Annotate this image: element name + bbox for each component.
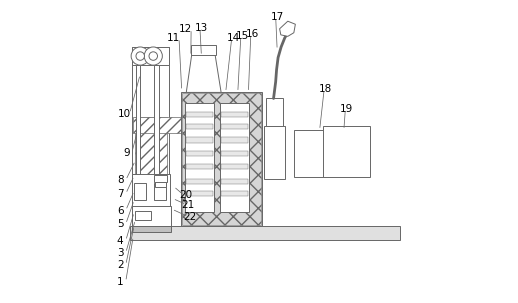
Text: 11: 11: [167, 33, 180, 43]
Text: 2: 2: [117, 260, 123, 270]
Bar: [186, 137, 213, 143]
Text: 19: 19: [340, 104, 353, 114]
Bar: [186, 151, 213, 156]
Text: 21: 21: [181, 199, 194, 210]
Circle shape: [144, 47, 162, 65]
Bar: [186, 179, 213, 184]
Bar: [130, 226, 400, 240]
Text: 7: 7: [117, 189, 123, 199]
Text: 16: 16: [246, 29, 259, 39]
Text: 20: 20: [179, 190, 192, 201]
Text: 5: 5: [117, 219, 123, 229]
Bar: [221, 164, 248, 169]
Text: 14: 14: [226, 33, 240, 43]
Bar: [186, 124, 213, 129]
Bar: [221, 124, 248, 129]
Text: 18: 18: [319, 84, 332, 95]
Bar: [221, 191, 248, 196]
Text: 10: 10: [118, 108, 131, 119]
Bar: [191, 45, 217, 55]
Text: 3: 3: [117, 248, 123, 258]
Bar: [323, 126, 370, 177]
Text: 12: 12: [179, 24, 192, 34]
Text: 9: 9: [123, 148, 130, 158]
Bar: [186, 191, 213, 196]
Text: 8: 8: [117, 175, 123, 185]
Bar: [221, 137, 248, 143]
Bar: [132, 174, 170, 226]
Bar: [154, 65, 159, 226]
Bar: [154, 175, 167, 182]
Bar: [132, 47, 169, 65]
Text: 22: 22: [183, 211, 196, 222]
Bar: [266, 98, 283, 126]
Text: 17: 17: [270, 12, 284, 22]
Text: 6: 6: [117, 205, 123, 216]
Bar: [135, 211, 151, 220]
Bar: [294, 130, 324, 177]
Bar: [136, 65, 140, 226]
Polygon shape: [186, 55, 221, 92]
Bar: [132, 226, 171, 232]
Circle shape: [149, 52, 157, 60]
Bar: [264, 126, 285, 179]
Bar: [221, 151, 248, 156]
Bar: [154, 183, 166, 200]
Bar: [132, 47, 169, 226]
Bar: [220, 103, 249, 212]
Bar: [134, 183, 146, 200]
Text: 15: 15: [236, 31, 249, 42]
Bar: [185, 103, 214, 212]
Bar: [132, 206, 171, 226]
Circle shape: [131, 47, 149, 65]
Bar: [221, 112, 248, 117]
Bar: [221, 179, 248, 184]
Bar: [135, 117, 167, 176]
Text: 4: 4: [117, 236, 123, 246]
Bar: [186, 164, 213, 169]
Bar: [133, 117, 247, 133]
Bar: [155, 182, 166, 187]
Bar: [181, 92, 262, 226]
Bar: [182, 93, 261, 225]
Text: 1: 1: [117, 277, 123, 287]
Circle shape: [136, 52, 145, 60]
Text: 13: 13: [195, 23, 208, 33]
Polygon shape: [280, 21, 295, 36]
Bar: [186, 112, 213, 117]
